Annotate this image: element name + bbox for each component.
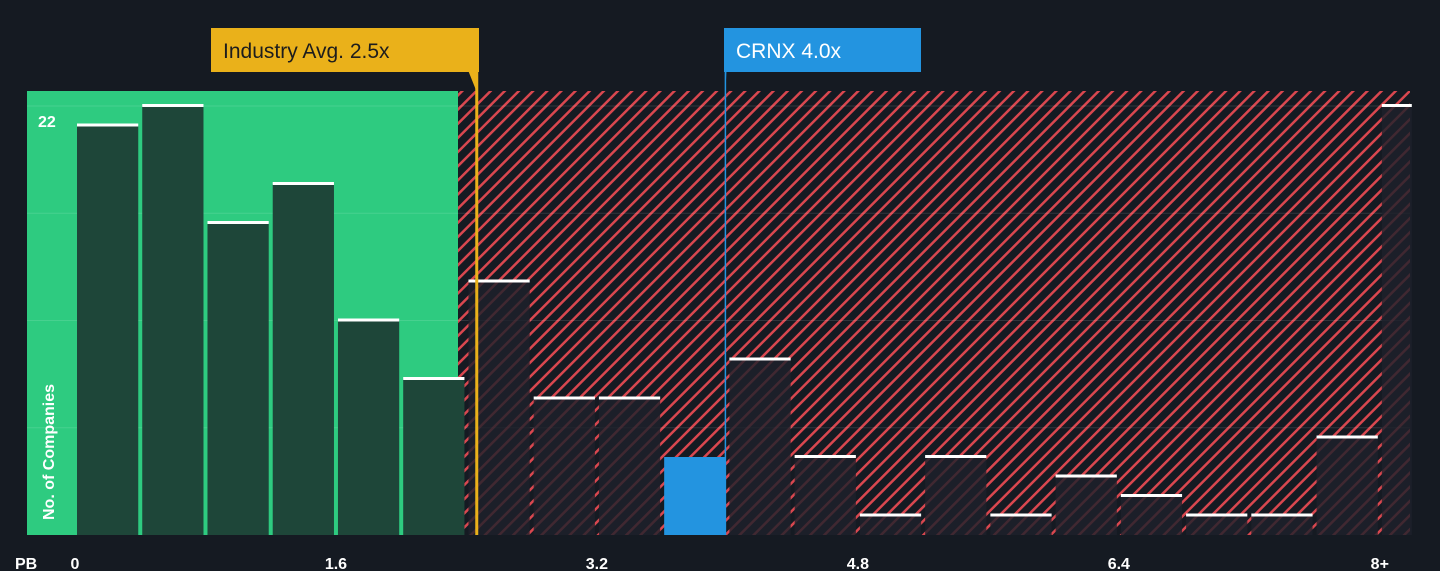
bar-4.8-5.2 (859, 515, 922, 535)
bar-5.2-5.6 (925, 457, 987, 535)
bar-7.2-7.6 (1251, 515, 1313, 535)
x-tick-label: 4.8 (847, 556, 869, 571)
x-tick-label: 1.6 (325, 556, 347, 571)
bar-3.6-4.0 (664, 457, 726, 535)
bar-6.0-6.4 (1055, 476, 1117, 535)
bar-6.8-7.2 (1186, 515, 1248, 535)
x-tick-label: 8+ (1371, 556, 1389, 571)
bar-cap (403, 377, 465, 380)
bar-2.0-2.4 (403, 379, 465, 535)
bar-4.0-4.4 (729, 359, 791, 535)
x-tick-label: 3.2 (586, 556, 608, 571)
bar-0.8-1.2 (207, 223, 269, 535)
bar-cap (794, 455, 856, 458)
bar-1.6-2.0 (337, 320, 400, 535)
bar-7.6-8.0 (1316, 437, 1378, 535)
bar-4.4-4.8 (794, 457, 856, 535)
bar-cap (598, 396, 661, 400)
bar-cap (77, 123, 139, 127)
bar-6.4-6.8 (1120, 496, 1183, 535)
bar-5.6-6.0 (990, 515, 1052, 535)
bar-cap (729, 357, 791, 361)
bar-cap (1120, 494, 1183, 497)
y-tick-label: 22 (38, 114, 56, 131)
bar-cap (859, 513, 922, 517)
bar-cap (142, 104, 204, 107)
bar-2.8-3.2 (533, 398, 595, 535)
annotation-label-box (724, 28, 921, 92)
bar-cap (533, 396, 595, 400)
x-axis-label: PB (15, 556, 37, 571)
bar-0-0.4 (77, 125, 139, 535)
bar-cap (272, 182, 334, 185)
y-axis-label: No. of Companies (41, 384, 58, 520)
x-tick-label: 0 (71, 556, 80, 571)
bar-8+ (1381, 106, 1412, 535)
bar-cap (925, 455, 987, 458)
bar-1.2-1.6 (272, 184, 334, 535)
annotation-label: Industry Avg. 2.5x (223, 40, 390, 63)
x-tick-label: 6.4 (1108, 556, 1130, 571)
bar-cap (1316, 435, 1378, 439)
bar-cap (990, 513, 1052, 517)
bar-cap (337, 318, 400, 322)
bar-cap (207, 221, 269, 224)
bar-cap (1186, 513, 1248, 517)
bar-cap (468, 279, 530, 283)
bar-cap (1055, 474, 1117, 478)
bar-2.4-2.8 (468, 281, 530, 535)
bar-cap (1381, 104, 1412, 107)
annotation-label: CRNX 4.0x (736, 40, 842, 63)
annotation-label-box (211, 28, 479, 92)
bar-3.2-3.6 (598, 398, 661, 535)
bar-cap (1251, 513, 1313, 517)
bar-0.4-0.8 (142, 106, 204, 535)
